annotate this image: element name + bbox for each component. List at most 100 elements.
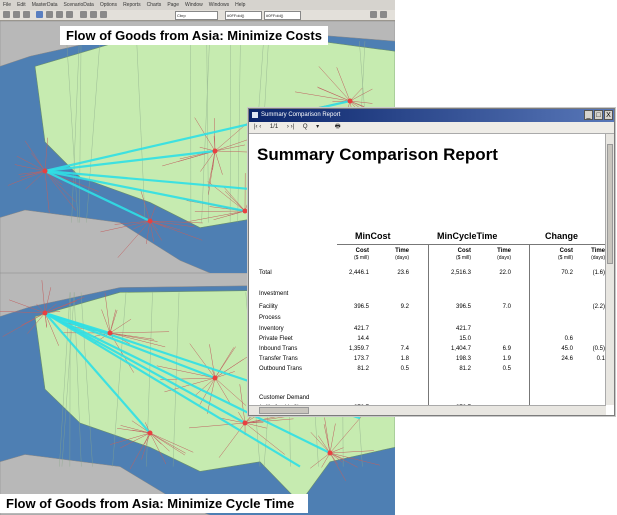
zoom-button[interactable]: Q ▾: [303, 124, 326, 130]
outbound-flow-line: [109, 332, 158, 342]
table-cell: (0.5): [592, 346, 605, 352]
open-icon[interactable]: [3, 11, 10, 18]
inbound-flow-line: [44, 169, 246, 213]
menu-bar: File Edit MasterData ScenarioData Options Rep…: [0, 0, 395, 10]
layer-icon[interactable]: [80, 11, 87, 18]
row-label: Outbound Trans: [259, 366, 303, 372]
menu-item[interactable]: Windows: [208, 2, 230, 8]
warehouse-dot: [42, 310, 48, 316]
menu-item[interactable]: ScenarioData: [63, 2, 94, 8]
vertical-scroll-thumb[interactable]: [607, 144, 613, 264]
table-cell: 70.2: [561, 270, 573, 276]
table-cell: 23.6: [397, 270, 409, 276]
table-cell: 81.2: [357, 366, 369, 372]
menu-item[interactable]: Charts: [146, 2, 162, 8]
period-select[interactable]: #0FFold(): [225, 11, 262, 20]
column-header: Cost: [457, 248, 471, 254]
outbound-flow-line: [149, 432, 167, 465]
help-icon[interactable]: [380, 11, 387, 18]
outbound-flow-line: [214, 347, 234, 379]
outbound-flow-line: [329, 415, 363, 454]
report-body: Summary Comparison Report MinCost MinCyc…: [249, 134, 606, 414]
summary-report-window[interactable]: Summary Comparison Report _ □ X |‹ ‹ 1/1…: [248, 108, 615, 416]
select-tool-icon[interactable]: [36, 11, 43, 18]
table-cell: 1.9: [502, 356, 511, 362]
print-icon[interactable]: [23, 11, 30, 18]
close-button[interactable]: X: [604, 110, 613, 120]
menu-item[interactable]: Window: [185, 2, 203, 8]
table-cell: 2,516.3: [450, 270, 471, 276]
table-cell: 0.5: [502, 366, 511, 372]
outbound-flow-line: [18, 170, 46, 175]
outbound-flow-line: [209, 344, 216, 379]
warehouse-dot: [107, 330, 113, 336]
outbound-flow-line: [224, 191, 246, 212]
state-border: [80, 292, 93, 467]
column-unit: (days): [497, 255, 511, 261]
page-first-prev-button[interactable]: |‹ ‹: [254, 124, 262, 130]
menu-item[interactable]: Help: [235, 2, 246, 8]
horizontal-scrollbar[interactable]: [249, 405, 606, 415]
column-unit: ($ mill): [354, 255, 369, 261]
outbound-flow-line: [349, 100, 365, 107]
chart-icon[interactable]: [100, 11, 107, 18]
outbound-flow-line: [44, 137, 48, 172]
table-cell: 173.7: [353, 356, 369, 362]
outbound-flow-line: [120, 432, 151, 449]
menu-item[interactable]: File: [3, 2, 12, 8]
refresh-icon[interactable]: [370, 11, 377, 18]
menu-item[interactable]: Reports: [123, 2, 141, 8]
outbound-flow-line: [349, 88, 373, 102]
menu-item[interactable]: Options: [99, 2, 118, 8]
page-next-last-button[interactable]: › ›|: [286, 124, 295, 130]
menu-item[interactable]: MasterData: [31, 2, 58, 8]
outbound-flow-line: [214, 371, 235, 379]
outbound-flow-line: [200, 150, 216, 172]
save-icon[interactable]: [13, 11, 20, 18]
menu-item[interactable]: Page: [167, 2, 179, 8]
report-heading: Summary Comparison Report: [257, 145, 498, 164]
outbound-flow-line: [214, 150, 248, 153]
table-cell: (1.6): [592, 270, 605, 276]
outbound-flow-line: [244, 414, 287, 424]
table-cell: 22.0: [499, 270, 511, 276]
outbound-flow-line: [318, 66, 351, 102]
outbound-flow-line: [109, 332, 154, 340]
table-cell: 7.0: [502, 304, 511, 310]
outbound-flow-line: [27, 312, 46, 334]
outbound-flow-line: [117, 427, 151, 434]
outbound-flow-line: [149, 220, 167, 228]
outbound-flow-line: [244, 422, 285, 455]
row-label: Inventory: [259, 326, 284, 332]
print-icon[interactable]: 🖶: [334, 124, 341, 130]
outbound-flow-line: [129, 432, 151, 470]
vertical-scrollbar[interactable]: [605, 134, 614, 405]
zoom-in-icon[interactable]: [46, 11, 53, 18]
group-change: Change: [545, 231, 579, 241]
outbound-flow-line: [146, 220, 151, 244]
outbound-flow-line: [156, 365, 216, 379]
pan-icon[interactable]: [66, 11, 73, 18]
report-window-icon: [252, 112, 258, 118]
outbound-flow-line: [194, 377, 216, 396]
maximize-button[interactable]: □: [594, 110, 603, 120]
outbound-flow-line: [214, 150, 223, 175]
outbound-flow-line: [214, 377, 247, 406]
state-border: [172, 292, 180, 467]
outbound-flow-line: [117, 220, 151, 258]
scenario-select[interactable]: Cbrp: [175, 11, 218, 20]
outbound-flow-line: [149, 432, 194, 453]
table-cell: 396.5: [455, 304, 471, 310]
menu-item[interactable]: Edit: [17, 2, 26, 8]
minimize-button[interactable]: _: [584, 110, 593, 120]
column-header: Time: [591, 248, 605, 254]
outbound-flow-line: [149, 220, 181, 231]
product-select[interactable]: #0FFold(): [264, 11, 301, 20]
zoom-out-icon[interactable]: [56, 11, 63, 18]
outbound-flow-line: [214, 377, 231, 404]
network-icon[interactable]: [90, 11, 97, 18]
window-title-bar[interactable]: Summary Comparison Report _ □ X: [249, 109, 614, 122]
window-title: Summary Comparison Report: [261, 112, 341, 118]
outbound-flow-line: [100, 220, 151, 233]
horizontal-scroll-thumb[interactable]: [259, 407, 309, 414]
